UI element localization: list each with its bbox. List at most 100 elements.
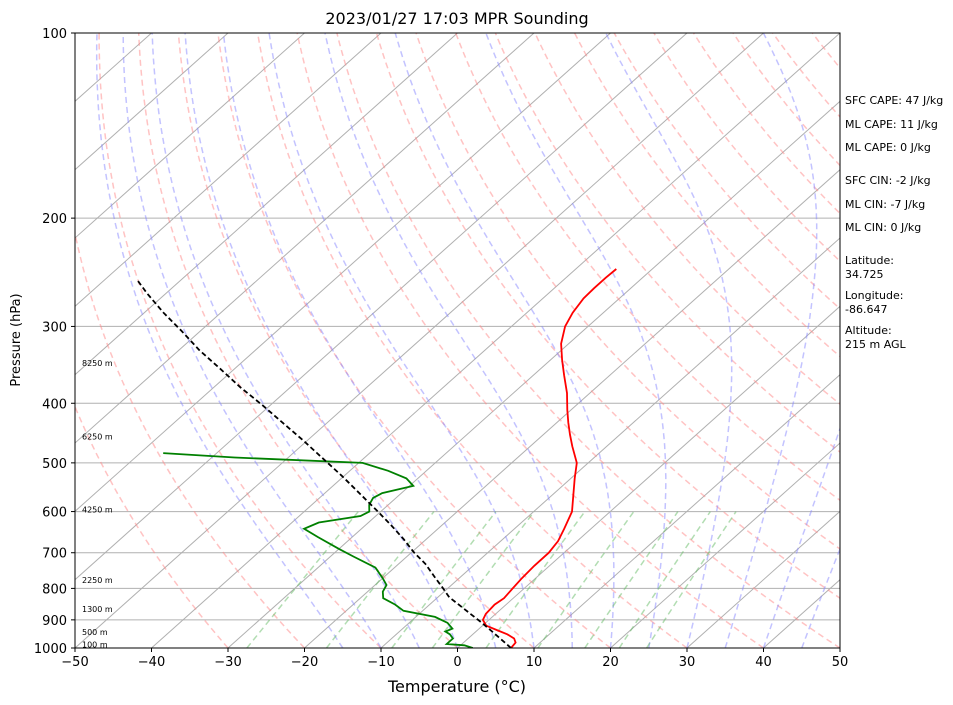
y-axis: 100 200 300 400 500 600 700 800 900 1000 [34,27,75,657]
dry-adiabat-line [217,33,611,648]
dry-adiabat-line [256,33,688,648]
moist-adiabat-line [268,33,535,648]
height-label: 6250 m [82,433,113,442]
mixing-ratio-line [485,511,586,648]
moist-adiabat-line [485,33,667,648]
moist-adiabat-line [324,33,574,648]
isotherm-line [75,33,382,308]
ml-cin-text: ML CIN: -7 J/kg [845,198,926,211]
chart-grid [75,33,840,648]
moist-adiabat-line [151,33,420,648]
dry-adiabat-line [494,33,840,453]
mixing-ratio-line [645,511,737,648]
dry-adiabat-line [177,33,535,648]
moist-adiabat-line [222,33,497,648]
ml-cin-text-2: ML CIN: 0 J/kg [845,221,922,234]
isotherm-line [380,237,840,648]
dry-adiabat-line [613,33,840,310]
height-label: 4250 m [82,506,113,515]
altitude-text: Altitude: 215 m AGL [845,324,906,351]
height-label: 1300 m [82,605,113,614]
isotherm-line [75,33,688,581]
y-tick-label: 200 [42,212,67,227]
isotherm-line [75,33,458,376]
x-tick-label: 40 [755,655,772,670]
mixing-ratio-line [391,511,497,648]
dewpoint-line [163,452,474,648]
mixing-ratio-line [537,511,635,648]
y-tick-label: 100 [42,27,67,42]
x-tick-label: 30 [679,655,696,670]
x-tick-label: −10 [367,655,394,670]
dry-adiabat-line [732,33,840,167]
dry-adiabat-line [455,33,840,502]
x-axis: −50 −40 −30 −20 −10 0 10 20 30 40 50 [61,648,848,670]
x-tick-label: −40 [138,655,165,670]
isotherm-line [533,373,840,648]
isotherm-line [75,33,305,239]
x-tick-label: −50 [61,655,88,670]
x-axis-label: Temperature (°C) [387,677,526,696]
isotherm-line [75,33,229,171]
moist-adiabat-line [184,33,459,648]
dry-adiabat-line [534,33,840,406]
isotherm-line [75,33,535,444]
dry-adiabat-line [415,33,840,550]
isotherm-line [304,168,840,648]
isotherm-line [75,33,611,513]
height-label: 8250 m [82,359,113,368]
mixing-ratio-line [325,511,435,648]
moist-adiabat-line [394,33,615,648]
dry-adiabat-line [98,33,382,648]
mixing-ratio-line [618,511,711,648]
moist-adiabat-line [122,33,382,648]
ml-cape-text-2: ML CAPE: 0 J/kg [845,141,931,154]
x-tick-label: −20 [291,655,318,670]
latitude-text: Latitude: 34.725 [845,254,894,281]
y-tick-label: 900 [42,614,67,629]
height-label: 100 m [82,640,108,649]
x-tick-label: 20 [602,655,619,670]
y-tick-label: 600 [42,506,67,521]
longitude-text: Longitude: -86.647 [845,289,904,316]
x-tick-label: 10 [526,655,543,670]
dry-adiabat-line [75,229,306,648]
y-tick-label: 800 [42,582,67,597]
isotherm-line [686,510,840,648]
moist-adiabat-line [724,33,818,648]
isotherm-line [151,33,840,648]
dry-adiabat-line [137,33,459,648]
isotherm-line [227,100,840,648]
dry-adiabat-line [296,33,764,648]
parcel-line [137,280,512,648]
x-tick-label: −30 [214,655,241,670]
sfc-cin-text: SFC CIN: -2 J/kg [845,174,931,187]
height-label: 500 m [82,628,108,637]
ml-cape-text: ML CAPE: 11 J/kg [845,118,938,131]
x-tick-label: 0 [453,655,461,670]
moist-adiabat-line [762,426,840,648]
dry-adiabat-line [336,33,840,648]
dry-adiabat-line [375,33,840,600]
sfc-cape-text: SFC CAPE: 47 J/kg [845,94,944,107]
moist-adiabat-line [95,33,344,648]
y-tick-label: 1000 [34,642,67,657]
mixing-ratio-line [584,511,679,648]
y-axis-label: Pressure (hPa) [9,293,24,386]
height-label: 2250 m [82,576,113,585]
chart-title: 2023/01/27 17:03 MPR Sounding [325,9,588,28]
x-tick-label: 50 [832,655,849,670]
temperature-line [481,268,617,648]
isotherm-line [75,33,764,648]
y-tick-label: 700 [42,547,67,562]
mixing-ratio-line [431,511,535,648]
height-labels: 100 m 500 m 1300 m 2250 m 4250 m 6250 m 8250 m [82,359,113,650]
y-tick-label: 400 [42,397,67,412]
y-tick-label: 500 [42,457,67,472]
dry-adiabat-line [692,33,840,215]
isotherm-line [457,305,840,648]
sounding-profiles [137,268,617,648]
isotherm-line [610,442,840,648]
y-tick-label: 300 [42,320,67,335]
